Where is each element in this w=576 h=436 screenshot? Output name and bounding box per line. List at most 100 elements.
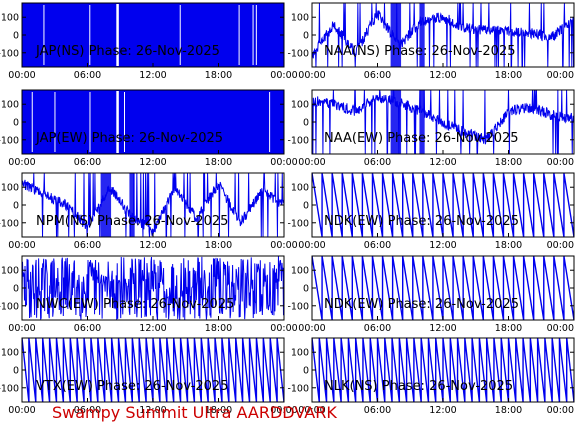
y-tick-label: 100: [291, 348, 309, 359]
x-tick-label: 00:00: [298, 240, 325, 251]
y-tick-label: 100: [1, 266, 19, 277]
x-tick-label: 06:00: [74, 405, 101, 416]
y-tick-label: 0: [303, 31, 309, 42]
y-tick-label: -100: [0, 48, 19, 59]
phase-trace: [312, 90, 574, 154]
x-tick-label: 00:00: [298, 405, 325, 416]
panel-3: 1000-10000:0006:0012:0018:0000:00JAP(EW)…: [0, 89, 298, 168]
x-tick-label: 06:00: [74, 240, 101, 251]
x-tick-label: 00:00: [270, 70, 297, 81]
panel-title: NAA(NS) Phase: 26-Nov-2025: [324, 44, 515, 59]
x-tick-label: 12:00: [429, 405, 456, 416]
x-tick-label: 06:00: [364, 240, 391, 251]
x-tick-label: 12:00: [429, 70, 456, 81]
x-tick-label: 06:00: [364, 70, 391, 81]
phase-trace-block: [419, 90, 425, 154]
x-tick-label: 18:00: [495, 157, 522, 168]
y-tick-label: -100: [0, 301, 19, 312]
y-tick-label: 0: [303, 201, 309, 212]
phase-trace: [312, 3, 574, 67]
x-tick-label: 06:00: [74, 70, 101, 81]
y-tick-label: 0: [13, 201, 19, 212]
x-tick-label: 00:00: [8, 70, 35, 81]
phase-trace-block: [390, 3, 402, 67]
y-tick-label: 0: [303, 366, 309, 377]
x-tick-label: 18:00: [495, 240, 522, 251]
y-tick-label: -100: [287, 218, 309, 229]
y-tick-label: 0: [13, 366, 19, 377]
y-tick-label: -100: [287, 383, 309, 394]
x-tick-label: 00:00: [547, 240, 574, 251]
x-tick-label: 18:00: [205, 240, 232, 251]
y-tick-label: -100: [0, 218, 19, 229]
panel-title: NWC(EW) Phase: 26-Nov-2025: [36, 297, 234, 312]
phase-trace-line: [312, 256, 574, 320]
y-tick-label: 0: [303, 118, 309, 129]
x-tick-label: 12:00: [139, 323, 166, 334]
y-tick-label: -100: [0, 383, 19, 394]
y-tick-label: 100: [1, 348, 19, 359]
x-tick-label: 00:00: [8, 405, 35, 416]
x-tick-label: 12:00: [139, 240, 166, 251]
x-tick-label: 00:00: [8, 323, 35, 334]
panel-9: 1000-10000:0006:0012:0018:0000:00VTX(EW)…: [0, 337, 298, 416]
panel-title: NAA(EW) Phase: 26-Nov-2025: [324, 131, 519, 146]
x-tick-label: 18:00: [495, 323, 522, 334]
x-tick-label: 00:00: [8, 157, 35, 168]
panel-1: 1000-10000:0006:0012:0018:0000:00JAP(NS)…: [0, 2, 298, 81]
phase-trace-line: [312, 3, 574, 67]
phase-trace-line: [312, 90, 574, 154]
x-tick-label: 12:00: [139, 70, 166, 81]
x-tick-label: 00:00: [298, 70, 325, 81]
x-tick-label: 18:00: [205, 323, 232, 334]
y-tick-label: -100: [287, 48, 309, 59]
y-tick-label: 100: [291, 183, 309, 194]
station-credit: Swampy Summit Ultra AARDDVARK: [52, 403, 337, 422]
phase-trace-line: [22, 256, 284, 320]
x-tick-label: 06:00: [364, 323, 391, 334]
x-tick-label: 06:00: [364, 405, 391, 416]
x-tick-label: 18:00: [205, 405, 232, 416]
x-tick-label: 18:00: [495, 405, 522, 416]
x-tick-label: 00:00: [298, 323, 325, 334]
x-tick-label: 12:00: [139, 157, 166, 168]
panel-4: 100 0 -100 00:00 06:00 12:00 18:00 00:00 NAA(EW)…: [287, 89, 575, 168]
x-tick-label: 00:00: [547, 405, 574, 416]
phase-trace-block: [129, 173, 135, 237]
y-tick-label: -100: [287, 301, 309, 312]
phase-trace: [312, 173, 574, 237]
y-tick-label: -100: [0, 135, 19, 146]
y-tick-label: 100: [291, 13, 309, 24]
x-tick-label: 06:00: [74, 157, 101, 168]
y-tick-label: 0: [13, 31, 19, 42]
x-tick-label: 12:00: [139, 405, 166, 416]
y-tick-label: 100: [1, 100, 19, 111]
panel-title: JAP(EW) Phase: 26-Nov-2025: [35, 131, 223, 146]
panel-title: JAP(NS) Phase: 26-Nov-2025: [35, 44, 220, 59]
panel-title: VTX(EW) Phase: 26-Nov-2025: [36, 379, 228, 394]
x-tick-label: 00:00: [270, 157, 297, 168]
x-tick-label: 18:00: [205, 157, 232, 168]
phase-trace-fill: [22, 90, 284, 154]
phase-trace-line: [312, 338, 574, 402]
panel-6: 100 0 -100 00:00 06:00 12:00 18:00 00:00 NDK(EW)…: [287, 172, 575, 251]
panel-2: 100 0 -100 00:00 06:00 12:00 18:00 00:00 NAA(NS)…: [287, 2, 575, 81]
x-tick-label: 18:00: [205, 70, 232, 81]
y-tick-label: 0: [13, 118, 19, 129]
phase-trace-block: [419, 3, 425, 67]
x-tick-label: 06:00: [74, 323, 101, 334]
phase-trace-fill: [22, 3, 284, 67]
phase-trace: [22, 3, 284, 67]
panel-8: 100 0 -100 00:00 06:00 12:00 18:00 00:00 NDK(EW)…: [287, 255, 575, 334]
x-tick-label: 00:00: [547, 323, 574, 334]
y-tick-label: 0: [13, 284, 19, 295]
phase-trace-gap: [116, 91, 119, 153]
x-tick-label: 00:00: [298, 157, 325, 168]
phase-trace: [22, 90, 284, 154]
x-tick-label: 00:00: [547, 70, 574, 81]
x-tick-label: 12:00: [429, 240, 456, 251]
phase-trace: [312, 338, 574, 402]
x-tick-label: 00:00: [547, 157, 574, 168]
